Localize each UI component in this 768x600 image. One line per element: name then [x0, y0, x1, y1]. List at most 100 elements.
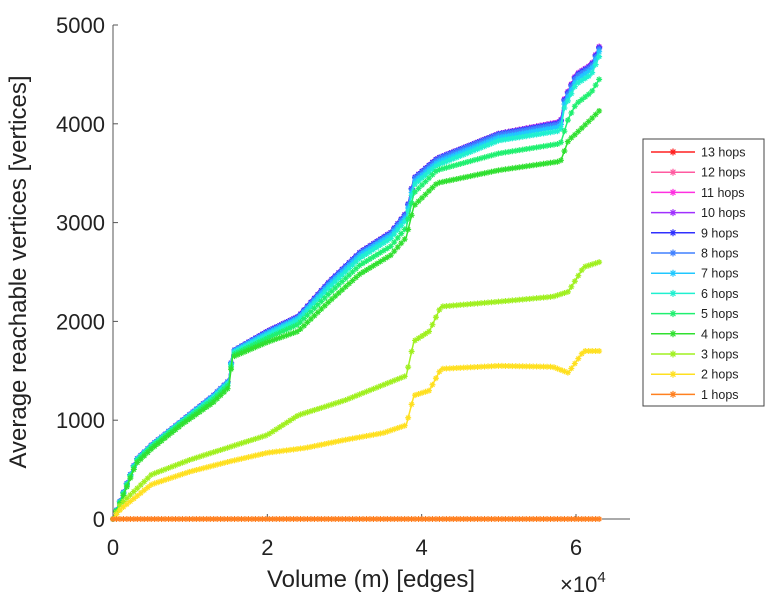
data-point-marker [269, 332, 276, 339]
legend-marker-icon [669, 269, 677, 277]
data-point-marker [564, 90, 571, 97]
data-point-marker [488, 516, 495, 522]
data-point-marker [578, 350, 585, 357]
data-point-marker [238, 350, 245, 357]
data-point-marker [387, 235, 394, 242]
data-point-marker [217, 516, 224, 522]
data-point-marker [276, 424, 283, 431]
data-point-marker [554, 124, 561, 131]
data-point-marker [287, 516, 294, 522]
data-point-marker [304, 312, 311, 319]
data-point-marker [231, 516, 238, 522]
data-point-marker [568, 365, 575, 372]
data-point-marker [547, 159, 554, 166]
data-point-marker [450, 176, 457, 183]
data-point-marker [245, 454, 252, 461]
data-point-marker [481, 143, 488, 150]
legend-label: 4 hops [701, 327, 739, 341]
data-point-marker [571, 131, 578, 138]
data-point-marker [266, 449, 273, 456]
x-tick-label: 4 [416, 535, 428, 560]
data-point-marker [169, 516, 176, 522]
data-point-marker [557, 291, 564, 298]
legend-label: 10 hops [701, 206, 745, 220]
data-point-marker [582, 93, 589, 100]
data-point-marker [287, 417, 294, 424]
data-point-marker [544, 160, 551, 167]
data-point-marker [564, 369, 571, 376]
data-point-marker [474, 300, 481, 307]
data-point-marker [412, 181, 419, 188]
data-point-marker [460, 301, 467, 308]
data-point-marker [384, 237, 391, 244]
data-point-marker [582, 70, 589, 77]
data-point-marker [446, 516, 453, 522]
legend-marker-icon [669, 188, 677, 196]
data-point-marker [467, 301, 474, 308]
data-point-marker [568, 516, 575, 522]
data-point-marker [266, 338, 273, 345]
data-point-marker [210, 516, 217, 522]
data-point-marker [373, 431, 380, 438]
data-point-marker [377, 258, 384, 265]
legend-label: 6 hops [701, 287, 739, 301]
data-point-marker [401, 218, 408, 225]
data-point-marker [436, 161, 443, 168]
data-point-marker [172, 473, 179, 480]
data-point-marker [436, 306, 443, 313]
data-point-marker [592, 82, 599, 89]
data-point-marker [235, 441, 242, 448]
data-point-marker [446, 302, 453, 309]
legend-entry: 10 hops [651, 206, 745, 220]
data-point-marker [481, 516, 488, 522]
data-point-marker [273, 426, 280, 433]
data-point-marker [252, 340, 259, 347]
data-point-marker [297, 411, 304, 418]
data-point-marker [200, 406, 207, 413]
data-point-marker [300, 322, 307, 329]
data-point-marker [314, 296, 321, 303]
data-point-marker [262, 339, 269, 346]
series-10-hops [110, 43, 603, 522]
data-point-marker [196, 408, 203, 415]
data-point-marker [332, 293, 339, 300]
data-point-marker [158, 467, 165, 474]
data-point-marker [550, 159, 557, 166]
data-point-marker [116, 507, 123, 514]
data-point-marker [127, 491, 134, 498]
data-point-marker [412, 337, 419, 344]
data-point-marker [530, 132, 537, 139]
data-point-marker [596, 76, 603, 83]
data-point-marker [148, 516, 155, 522]
data-point-marker [443, 178, 450, 185]
data-point-marker [450, 155, 457, 162]
data-point-marker [589, 516, 596, 522]
data-point-marker [592, 260, 599, 267]
data-point-marker [325, 285, 332, 292]
data-point-marker [530, 295, 537, 302]
data-point-marker [432, 181, 439, 188]
data-point-marker [266, 516, 273, 522]
data-point-marker [252, 435, 259, 442]
data-point-marker [519, 133, 526, 140]
data-point-marker [366, 255, 373, 262]
data-point-marker [304, 307, 311, 314]
data-point-marker [571, 75, 578, 82]
data-point-marker [353, 516, 360, 522]
data-point-marker [311, 300, 318, 307]
data-point-marker [269, 449, 276, 456]
data-point-marker [287, 324, 294, 331]
data-point-marker [311, 407, 318, 414]
data-point-marker [165, 516, 172, 522]
data-point-marker [596, 107, 603, 114]
data-point-marker [325, 402, 332, 409]
data-point-marker [467, 516, 474, 522]
data-point-marker [505, 132, 512, 139]
data-point-marker [221, 445, 228, 452]
legend-label: 1 hops [701, 388, 739, 402]
data-point-marker [457, 516, 464, 522]
data-point-marker [283, 516, 290, 522]
data-point-marker [321, 302, 328, 309]
data-point-marker [241, 439, 248, 446]
data-point-marker [321, 440, 328, 447]
